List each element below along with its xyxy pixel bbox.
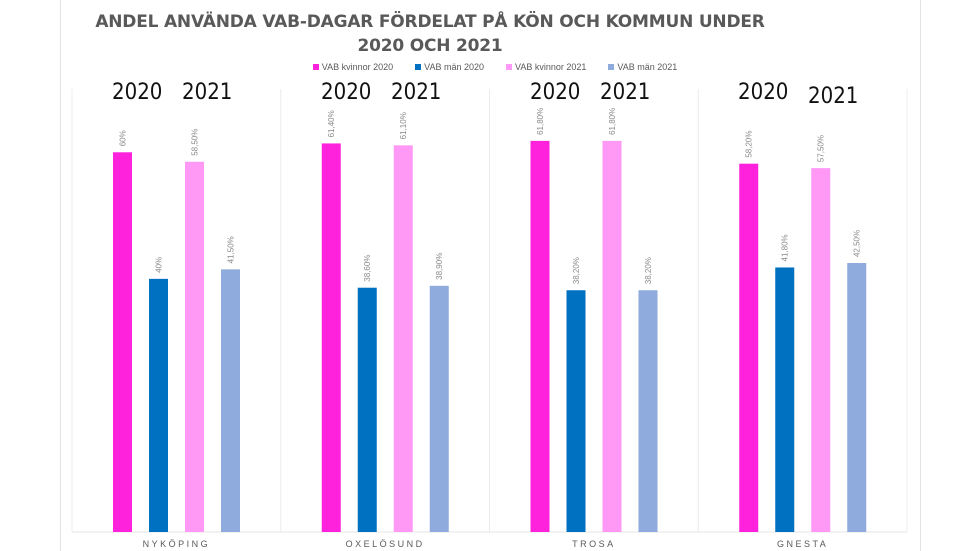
- data-label: 61,10%: [399, 112, 408, 139]
- year-label: 2021: [182, 80, 233, 105]
- frame-right-line: [920, 0, 921, 551]
- bar: [847, 263, 867, 532]
- data-label: 38,20%: [644, 257, 653, 284]
- data-label: 38,90%: [435, 253, 444, 280]
- legend: VAB kvinnor 2020 VAB män 2020 VAB kvinno…: [0, 62, 980, 72]
- data-label: 58,20%: [745, 131, 754, 158]
- bar: [321, 143, 341, 532]
- year-label: 2020: [112, 80, 163, 105]
- data-label: 38,60%: [363, 255, 372, 282]
- year-label: 2020: [320, 80, 372, 105]
- year-label: 2021: [599, 80, 650, 105]
- data-label: 60%: [119, 130, 128, 146]
- chart-title: ANDEL ANVÄNDA VAB-DAGAR FÖRDELAT PÅ KÖN …: [0, 10, 860, 58]
- category-label: OXELÖSUND: [346, 539, 425, 549]
- year-label: 2020: [529, 80, 580, 105]
- bar: [113, 152, 132, 533]
- legend-item: VAB kvinnor 2021: [506, 62, 586, 72]
- bar: [775, 267, 795, 532]
- legend-swatch: [312, 64, 319, 70]
- bar: [149, 278, 168, 532]
- legend-item: VAB män 2020: [415, 62, 484, 72]
- data-label: 38,20%: [572, 257, 581, 284]
- bar: [393, 145, 413, 532]
- data-label: 41,50%: [227, 236, 236, 263]
- data-label: 40%: [155, 257, 164, 273]
- legend-swatch: [608, 64, 615, 70]
- year-label: 2021: [808, 84, 859, 109]
- data-label: 57,50%: [817, 135, 826, 162]
- category-label: NYKÖPING: [143, 539, 211, 549]
- bar: [530, 140, 550, 532]
- legend-label: VAB kvinnor 2021: [515, 62, 587, 72]
- chart-title-line-1: ANDEL ANVÄNDA VAB-DAGAR FÖRDELAT PÅ KÖN …: [95, 12, 765, 32]
- legend-label: VAB män 2021: [617, 62, 678, 72]
- legend-item: VAB män 2021: [608, 62, 677, 72]
- bar: [811, 168, 831, 532]
- data-label: 42,50%: [853, 230, 862, 257]
- legend-swatch: [506, 64, 512, 70]
- bar: [638, 290, 658, 532]
- bar: [739, 163, 759, 533]
- frame-left-line: [60, 0, 61, 551]
- chart-title-line-2: 2020 OCH 2021: [357, 36, 503, 56]
- bar: [357, 287, 377, 532]
- bar: [429, 285, 449, 532]
- bar: [185, 161, 204, 532]
- data-label: 58,50%: [191, 129, 200, 156]
- data-label: 41,80%: [781, 234, 790, 261]
- bar: [602, 140, 622, 532]
- legend-label: VAB kvinnor 2020: [321, 62, 394, 72]
- year-label: 2021: [390, 80, 442, 105]
- legend-swatch: [415, 64, 422, 70]
- data-label: 61,80%: [608, 108, 617, 135]
- legend-item: VAB kvinnor 2020: [312, 62, 394, 72]
- category-label: TROSA: [572, 539, 616, 549]
- bar: [566, 290, 586, 532]
- year-label: 2020: [738, 80, 789, 105]
- data-label: 61,40%: [327, 110, 336, 137]
- data-label: 61,80%: [536, 108, 545, 135]
- legend-label: VAB män 2020: [424, 62, 484, 72]
- category-label: GNESTA: [777, 539, 828, 549]
- bar: [221, 269, 240, 532]
